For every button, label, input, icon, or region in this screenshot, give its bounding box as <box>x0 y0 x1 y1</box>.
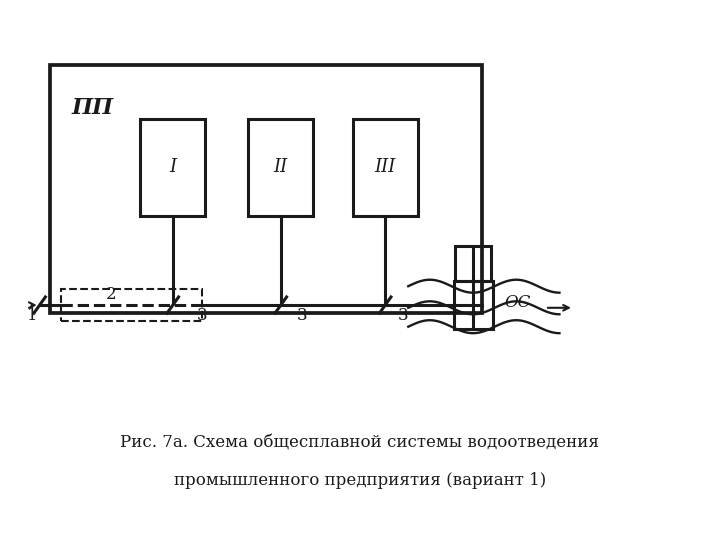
Bar <box>50 65 482 313</box>
Bar <box>248 119 313 216</box>
Text: промышленного предприятия (вариант 1): промышленного предприятия (вариант 1) <box>174 472 546 489</box>
Text: 2: 2 <box>107 286 117 303</box>
Text: Рис. 7а. Схема общесплавной системы водоотведения: Рис. 7а. Схема общесплавной системы водо… <box>120 434 600 451</box>
Text: II: II <box>274 158 288 177</box>
Text: 3: 3 <box>297 307 307 325</box>
Bar <box>454 281 493 329</box>
Text: III: III <box>374 158 396 177</box>
Text: ПП: ПП <box>72 97 114 119</box>
Text: 1: 1 <box>27 307 37 325</box>
Bar <box>61 289 202 321</box>
Bar <box>353 119 418 216</box>
Bar <box>455 246 491 281</box>
Text: 3: 3 <box>398 307 408 325</box>
Text: 3: 3 <box>197 307 207 325</box>
Bar <box>140 119 205 216</box>
Text: ОС: ОС <box>504 294 531 311</box>
Text: I: I <box>169 158 176 177</box>
